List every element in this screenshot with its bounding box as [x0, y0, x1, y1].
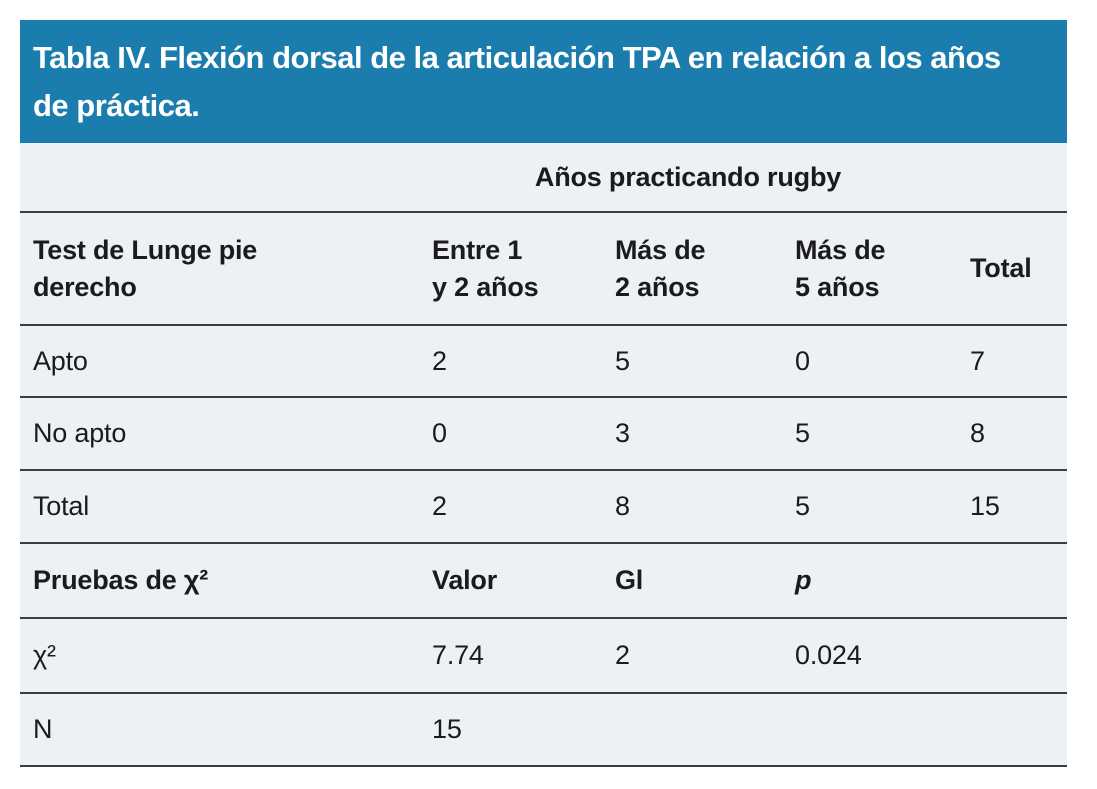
- table-row-total: Total 2 8 5 15: [20, 470, 1067, 543]
- chi-square-section-label: Pruebas de χ²: [33, 565, 208, 595]
- cell-value: [602, 693, 782, 766]
- cell-value: 15: [970, 491, 1000, 521]
- cell-value: 7.74: [432, 640, 484, 670]
- cell-value: 8: [615, 491, 630, 521]
- row-label: Total: [33, 491, 90, 521]
- cell-value: 2: [432, 491, 447, 521]
- empty-cell: [20, 143, 419, 212]
- header-mas-5: Más de 5 años: [795, 234, 886, 302]
- header-test-lunge: Test de Lunge pie derecho: [33, 234, 258, 302]
- cell-value: 0: [795, 345, 810, 376]
- chi-square-header-row: Pruebas de χ² Valor Gl p: [20, 543, 1067, 618]
- empty-cell: [957, 543, 1067, 618]
- cell-value: 0: [432, 418, 447, 448]
- column-group-row: Años practicando rugby: [20, 143, 1067, 212]
- header-p: p: [795, 565, 812, 595]
- cell-value: [782, 693, 957, 766]
- cell-value: 2: [432, 345, 447, 376]
- cell-value: 7: [970, 345, 985, 376]
- row-label: χ²: [33, 640, 56, 670]
- header-entre-1-2: Entre 1 y 2 años: [432, 234, 539, 302]
- table-row-no-apto: No apto 0 3 5 8: [20, 397, 1067, 470]
- cell-value: 3: [615, 418, 630, 448]
- cell-value: 5: [795, 491, 810, 521]
- table-figure: Tabla IV. Flexión dorsal de la articulac…: [20, 20, 1067, 767]
- row-label: Apto: [33, 345, 88, 376]
- cell-value: 5: [615, 345, 630, 376]
- header-total: Total: [970, 253, 1032, 283]
- cell-value: 0.024: [795, 640, 862, 670]
- empty-cell: [957, 693, 1067, 766]
- table-row-apto: Apto 2 5 0 7: [20, 325, 1067, 397]
- table-title-banner: Tabla IV. Flexión dorsal de la articulac…: [20, 20, 1067, 143]
- header-mas-2: Más de 2 años: [615, 234, 706, 302]
- header-row: Test de Lunge pie derecho Entre 1 y 2 añ…: [20, 212, 1067, 325]
- table-row-n: N 15: [20, 693, 1067, 766]
- cell-value: 15: [432, 714, 462, 744]
- empty-cell: [957, 618, 1067, 693]
- data-table: Años practicando rugby Test de Lunge pie…: [20, 143, 1067, 767]
- table-title: Tabla IV. Flexión dorsal de la articulac…: [33, 40, 1001, 123]
- table-row-chi2: χ² 7.74 2 0.024: [20, 618, 1067, 693]
- column-group-header: Años practicando rugby: [534, 161, 842, 192]
- cell-value: 2: [615, 640, 630, 670]
- cell-value: 8: [970, 418, 985, 448]
- cell-value: 5: [795, 418, 810, 448]
- row-label: No apto: [33, 418, 127, 448]
- header-valor: Valor: [432, 565, 498, 595]
- row-label: N: [33, 714, 53, 744]
- header-gl: Gl: [615, 565, 644, 595]
- empty-cell: [957, 143, 1067, 212]
